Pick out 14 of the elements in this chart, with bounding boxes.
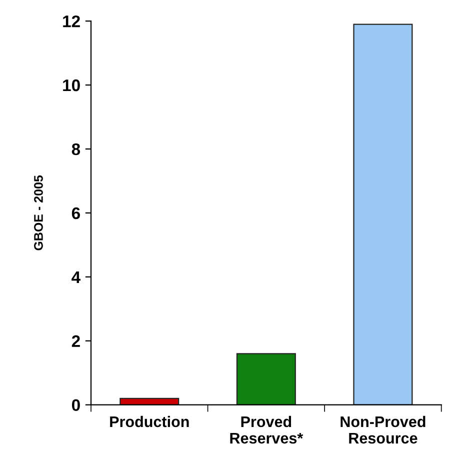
y-tick-label: 8 — [72, 143, 80, 156]
y-tick-label: 10 — [63, 79, 80, 92]
x-tick-label: Proved Reserves* — [230, 416, 304, 444]
bar — [353, 24, 413, 405]
x-tick-label: Production — [110, 416, 189, 428]
y-axis-title: GBOE - 2005 — [34, 175, 43, 250]
y-tick-label: 12 — [63, 15, 80, 28]
bar — [236, 353, 296, 405]
x-tick-label: Non-Proved Resource — [340, 416, 426, 444]
y-tick-label: 2 — [72, 335, 80, 347]
y-tick-label: 6 — [72, 207, 80, 220]
bar — [120, 398, 180, 405]
y-tick-label: 4 — [72, 271, 80, 283]
y-tick-label: 0 — [72, 399, 80, 412]
